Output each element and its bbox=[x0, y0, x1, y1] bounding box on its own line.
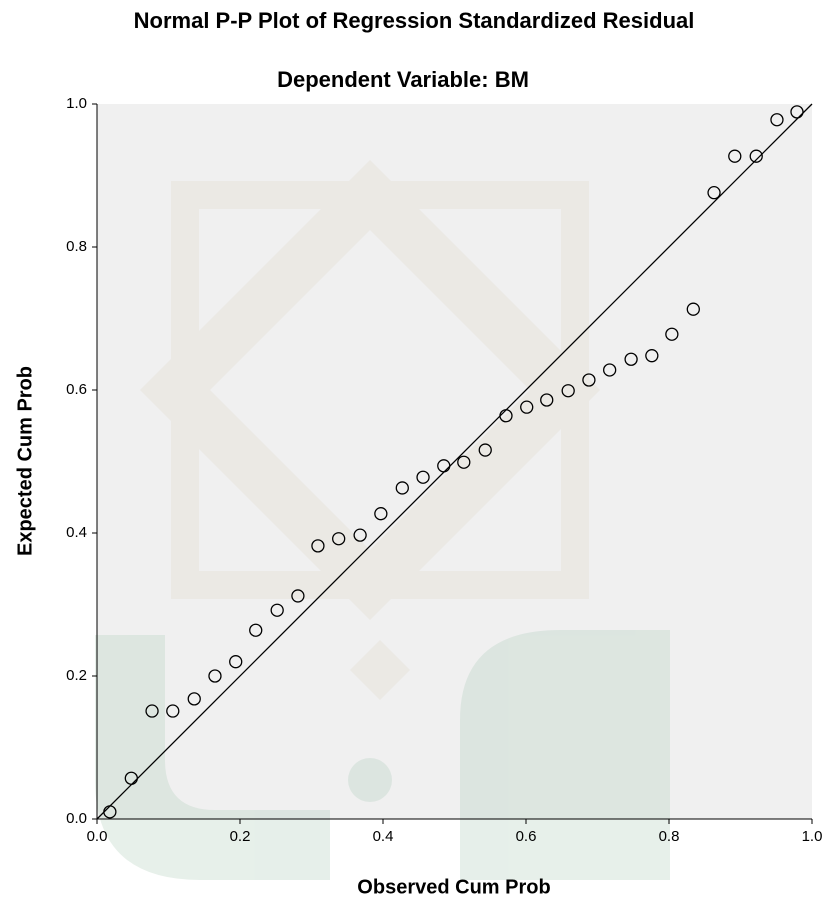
x-tick-label: 0.4 bbox=[373, 828, 394, 845]
point bbox=[540, 393, 554, 407]
point bbox=[311, 539, 325, 553]
point bbox=[124, 771, 138, 785]
point bbox=[103, 805, 117, 819]
point bbox=[770, 113, 784, 127]
x-tick-label: 1.0 bbox=[802, 828, 823, 845]
y-axis-title: Expected Cum Prob bbox=[14, 366, 36, 556]
point bbox=[374, 507, 388, 521]
point bbox=[624, 352, 638, 366]
point bbox=[187, 692, 201, 706]
y-tick-label: 0.2 bbox=[66, 667, 87, 684]
y-tick-label: 0.0 bbox=[66, 810, 87, 827]
point bbox=[395, 481, 409, 495]
x-axis-title: Observed Cum Prob bbox=[357, 876, 550, 898]
point bbox=[416, 470, 430, 484]
point bbox=[437, 459, 451, 473]
point bbox=[665, 327, 679, 341]
point bbox=[457, 455, 471, 469]
point bbox=[582, 373, 596, 387]
y-tick-label: 0.8 bbox=[66, 238, 87, 255]
chart-subtitle: Dependent Variable: BM bbox=[277, 67, 529, 92]
point bbox=[728, 149, 742, 163]
point bbox=[686, 302, 700, 316]
point bbox=[499, 409, 513, 423]
watermark bbox=[95, 160, 670, 880]
point bbox=[707, 186, 721, 200]
point bbox=[145, 704, 159, 718]
y-tick-label: 1.0 bbox=[66, 95, 87, 112]
point bbox=[249, 623, 263, 637]
x-tick-label: 0.0 bbox=[87, 828, 108, 845]
chart-title: Normal P-P Plot of Regression Standardiz… bbox=[134, 8, 695, 33]
point bbox=[229, 655, 243, 669]
point bbox=[520, 400, 534, 414]
x-tick-label: 0.6 bbox=[516, 828, 537, 845]
x-tick-label: 0.8 bbox=[659, 828, 680, 845]
point bbox=[603, 363, 617, 377]
point bbox=[270, 603, 284, 617]
point bbox=[332, 532, 346, 546]
point bbox=[478, 443, 492, 457]
point bbox=[645, 349, 659, 363]
y-tick-label: 0.6 bbox=[66, 381, 87, 398]
x-tick-label: 0.2 bbox=[230, 828, 251, 845]
point bbox=[561, 384, 575, 398]
point bbox=[291, 589, 305, 603]
point bbox=[790, 105, 804, 119]
reference-line bbox=[96, 103, 813, 820]
y-tick-label: 0.4 bbox=[66, 524, 87, 541]
point bbox=[208, 669, 222, 683]
point bbox=[353, 528, 367, 542]
point bbox=[166, 704, 180, 718]
point bbox=[749, 149, 763, 163]
